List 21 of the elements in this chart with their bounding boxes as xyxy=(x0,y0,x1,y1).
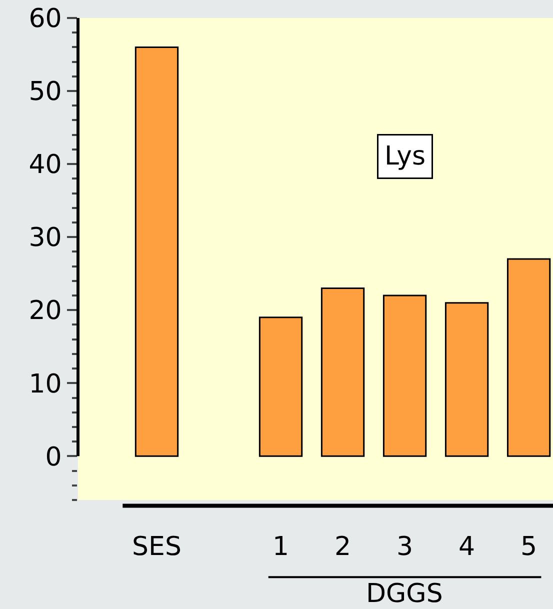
bar xyxy=(382,294,427,457)
bar xyxy=(258,316,303,457)
bar xyxy=(134,46,179,457)
y-tick-label: 40 xyxy=(28,150,62,180)
y-tick-label: 60 xyxy=(28,4,62,34)
x-tick-label: 1 xyxy=(272,532,290,562)
text: DGGS xyxy=(366,579,443,609)
bar xyxy=(506,258,551,457)
x-tick-label: 5 xyxy=(520,532,538,562)
y-tick-label: 30 xyxy=(28,223,62,254)
y-tick-label: 0 xyxy=(45,442,62,472)
y-tick-label: 20 xyxy=(28,296,62,326)
annotation: Lys xyxy=(384,142,426,172)
bar xyxy=(320,287,365,457)
bar xyxy=(444,302,489,457)
x-tick-label: 2 xyxy=(334,532,352,562)
x-tick-label: 3 xyxy=(396,532,414,562)
y-tick-label: 10 xyxy=(28,369,62,400)
x-tick-label: 4 xyxy=(458,532,476,562)
y-tick-label: 50 xyxy=(28,77,62,108)
x-tick-label: SES xyxy=(132,532,182,562)
